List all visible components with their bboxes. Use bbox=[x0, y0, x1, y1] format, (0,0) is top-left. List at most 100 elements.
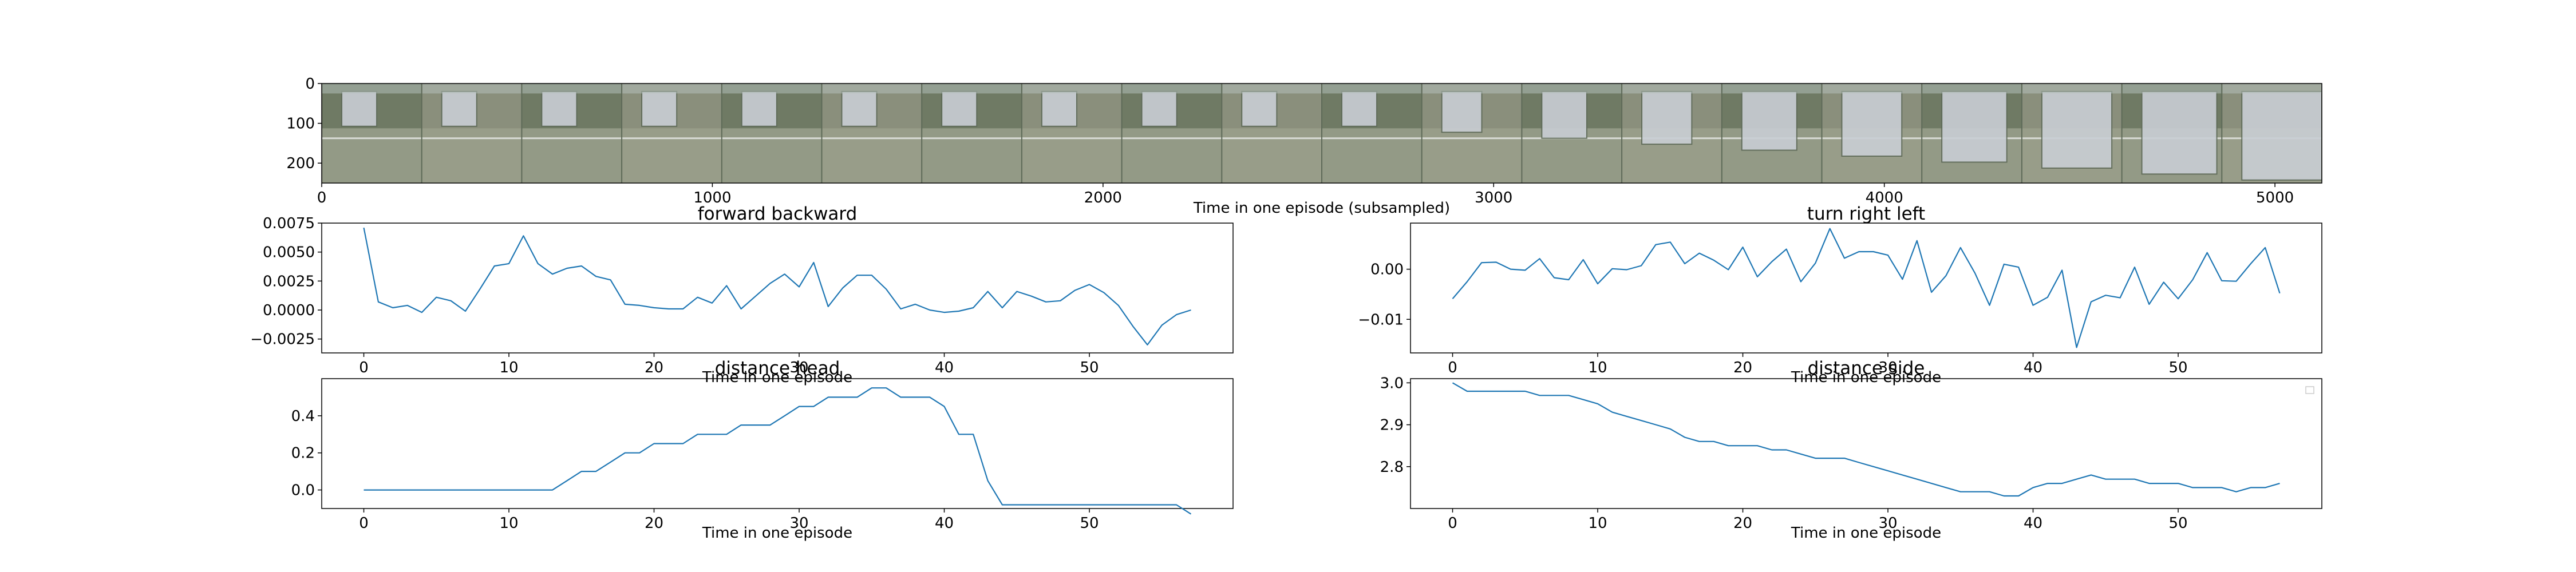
strip-ticks: 0 1000 2000 3000 4000 5000 0 100 200 bbox=[286, 76, 2294, 206]
y-tick-label-turn-right-left: −0.01 bbox=[1358, 311, 1404, 328]
strip-axes-frame bbox=[321, 83, 2322, 184]
ticks-distance-side: 0 10 20 30 40 50 2.8 2.9 3.0 bbox=[1380, 375, 2188, 532]
episode-frame-strip bbox=[322, 84, 2322, 183]
episode-frame bbox=[1721, 84, 1823, 183]
x-tick-label-strip: 4000 bbox=[1866, 189, 1903, 206]
episode-frame bbox=[1821, 84, 1923, 183]
episode-frame bbox=[1221, 84, 1322, 183]
x-tick-label-distance-side: 20 bbox=[1733, 515, 1752, 532]
x-tick-label-distance-head: 10 bbox=[499, 515, 518, 532]
x-tick-label-distance-head: 0 bbox=[359, 515, 369, 532]
x-axis-label-distance-side: Time in one episode bbox=[1791, 525, 1941, 542]
y-tick-label-distance-head: 0.2 bbox=[291, 445, 315, 462]
y-tick-label-strip: 0 bbox=[305, 76, 315, 93]
episode-frame bbox=[2021, 84, 2123, 183]
x-tick-label-distance-side: 50 bbox=[2168, 515, 2187, 532]
axes-frame-distance-head bbox=[321, 378, 1234, 509]
panel-distance-side: distance side 0 10 20 30 40 50 2.8 2.9 3.0 Time … bbox=[1380, 358, 2322, 542]
episode-frame bbox=[721, 84, 823, 183]
episode-frame bbox=[1321, 84, 1423, 183]
image-strip-panel: 0 1000 2000 3000 4000 5000 0 100 200 Time in one… bbox=[286, 76, 2322, 217]
series-forward-backward bbox=[363, 227, 1191, 345]
y-tick-label-forward-backward: 0.0025 bbox=[263, 273, 315, 290]
episode-frame bbox=[1921, 84, 2022, 183]
x-tick-label-turn-right-left: 50 bbox=[2168, 359, 2187, 376]
x-tick-label-distance-side: 40 bbox=[2024, 515, 2042, 532]
panel-distance-head: distance head 0 10 20 30 40 50 0.0 0.2 0.4 Time … bbox=[291, 358, 1234, 542]
x-tick-label-distance-head: 30 bbox=[789, 515, 808, 532]
ticks-forward-backward: 0 10 20 30 40 50 −0.0025 0.0000 0.0025 0.0050 0.00… bbox=[250, 215, 1099, 376]
y-tick-label-distance-head: 0.4 bbox=[291, 408, 315, 425]
episode-frame bbox=[1121, 84, 1223, 183]
y-tick-label-turn-right-left: 0.00 bbox=[1370, 261, 1404, 279]
x-tick-label-forward-backward: 50 bbox=[1080, 359, 1099, 376]
y-tick-label-distance-side: 3.0 bbox=[1380, 375, 1404, 392]
x-axis-label-distance-head: Time in one episode bbox=[702, 525, 852, 542]
panel-title-distance-head: distance head bbox=[715, 358, 840, 379]
x-tick-label-strip: 3000 bbox=[1475, 189, 1512, 206]
episode-frame bbox=[322, 84, 422, 183]
y-tick-label-forward-backward: 0.0050 bbox=[263, 244, 315, 261]
axes-frame-distance-side bbox=[1410, 378, 2322, 509]
x-tick-label-forward-backward: 10 bbox=[499, 359, 518, 376]
x-tick-label-turn-right-left: 0 bbox=[1448, 359, 1457, 376]
x-tick-label-strip: 0 bbox=[317, 189, 327, 206]
x-tick-label-forward-backward: 20 bbox=[645, 359, 663, 376]
panel-title-forward-backward: forward backward bbox=[698, 204, 858, 224]
y-tick-label-strip: 200 bbox=[286, 155, 315, 172]
x-axis-label-forward-backward: Time in one episode bbox=[702, 369, 852, 386]
episode-frame bbox=[821, 84, 923, 183]
episode-frame bbox=[521, 84, 623, 183]
x-tick-label-turn-right-left: 20 bbox=[1733, 359, 1752, 376]
x-tick-label-distance-side: 30 bbox=[1878, 515, 1897, 532]
episode-frame bbox=[1521, 84, 1623, 183]
y-tick-label-distance-side: 2.8 bbox=[1380, 459, 1404, 476]
x-tick-label-forward-backward: 30 bbox=[789, 359, 808, 376]
x-tick-label-turn-right-left: 10 bbox=[1588, 359, 1607, 376]
x-tick-label-strip: 2000 bbox=[1084, 189, 1122, 206]
episode-frame bbox=[1621, 84, 1722, 183]
series-line-turn-right-left bbox=[1452, 228, 2281, 348]
series-line-forward-backward bbox=[363, 227, 1191, 345]
x-tick-label-distance-head: 40 bbox=[935, 515, 954, 532]
y-tick-label-forward-backward: 0.0000 bbox=[263, 302, 315, 319]
panel-forward-backward: forward backward 0 10 20 30 40 50 −0.0025 0.000… bbox=[250, 204, 1234, 386]
ticks-distance-head: 0 10 20 30 40 50 0.0 0.2 0.4 bbox=[291, 408, 1099, 532]
episode-frame bbox=[1021, 84, 1123, 183]
episode-frame bbox=[921, 84, 1022, 183]
episode-frame bbox=[1421, 84, 1523, 183]
x-tick-label-distance-side: 0 bbox=[1448, 515, 1457, 532]
series-distance-side bbox=[1452, 382, 2280, 497]
episode-frame bbox=[2221, 84, 2322, 183]
x-tick-label-distance-side: 10 bbox=[1588, 515, 1607, 532]
panel-title-turn-right-left: turn right left bbox=[1807, 204, 1925, 224]
ticks-turn-right-left: 0 10 20 30 40 50 −0.01 0.00 bbox=[1358, 261, 2187, 376]
axes-frame-turn-right-left bbox=[1410, 223, 2322, 353]
x-tick-label-turn-right-left: 30 bbox=[1878, 359, 1897, 376]
legend-box bbox=[2305, 386, 2314, 394]
x-tick-label-forward-backward: 40 bbox=[935, 359, 954, 376]
strip-x-axis-label: Time in one episode (subsampled) bbox=[1193, 200, 1450, 217]
episode-frame bbox=[2121, 84, 2223, 183]
series-line-distance-head bbox=[364, 387, 1192, 515]
y-tick-label-forward-backward: 0.0075 bbox=[263, 215, 315, 232]
x-tick-label-distance-head: 50 bbox=[1080, 515, 1099, 532]
series-line-distance-side bbox=[1452, 382, 2280, 497]
x-tick-label-strip: 5000 bbox=[2256, 189, 2294, 206]
panel-turn-right-left: turn right left 0 10 20 30 40 50 −0.01 0.00 Tim… bbox=[1358, 204, 2322, 386]
x-tick-label-forward-backward: 0 bbox=[359, 359, 369, 376]
y-tick-label-distance-head: 0.0 bbox=[291, 482, 315, 499]
series-turn-right-left bbox=[1452, 228, 2281, 348]
episode-frame bbox=[621, 84, 722, 183]
panel-title-distance-side: distance side bbox=[1808, 358, 1925, 379]
x-axis-label-turn-right-left: Time in one episode bbox=[1791, 369, 1941, 386]
x-tick-label-strip: 1000 bbox=[693, 189, 731, 206]
y-tick-label-distance-side: 2.9 bbox=[1380, 417, 1404, 434]
x-tick-label-turn-right-left: 40 bbox=[2024, 359, 2042, 376]
axes-frame-forward-backward bbox=[321, 223, 1234, 353]
y-tick-label-forward-backward: −0.0025 bbox=[250, 331, 315, 348]
x-tick-label-distance-head: 20 bbox=[645, 515, 663, 532]
episode-frame bbox=[421, 84, 523, 183]
y-tick-label-strip: 100 bbox=[286, 116, 315, 133]
